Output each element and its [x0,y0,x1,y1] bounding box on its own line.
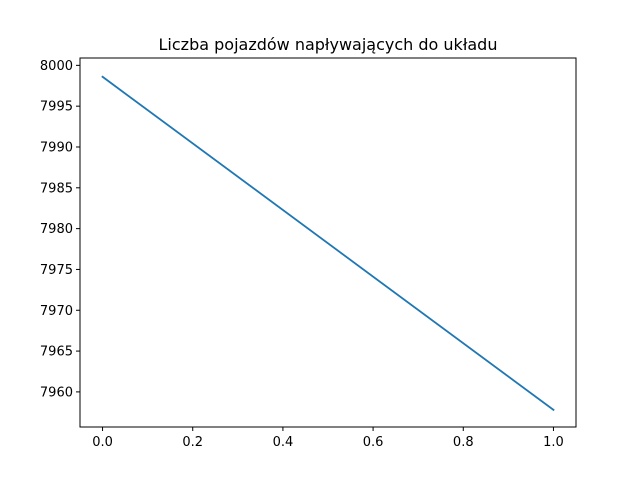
x-tick-label: 0.2 [182,435,203,450]
x-tick-label: 0.6 [363,435,384,450]
x-tick-label: 0.0 [92,435,113,450]
x-tick-label: 0.4 [273,435,294,450]
y-tick-label: 7965 [40,345,73,360]
y-tick-label: 7995 [40,100,73,115]
series-layer [101,75,555,412]
y-tick-label: 7960 [40,385,73,400]
y-tick-label: 8000 [40,59,73,74]
y-tick-label: 7975 [40,263,73,278]
chart-title: Liczba pojazdów napływających do układu [159,35,498,54]
x-axis: 0.0 0.2 0.4 0.6 0.8 1.0 [92,427,564,450]
x-tick-label: 0.8 [453,435,474,450]
y-tick-label: 7980 [40,222,73,237]
y-tick-label: 7990 [40,140,73,155]
x-tick-label: 1.0 [543,435,564,450]
y-tick-label: 7970 [40,304,73,319]
y-tick-label: 7985 [40,181,73,196]
series-line [101,75,555,412]
y-axis: 7960 7965 7970 7975 7980 7985 7990 7995 8000 [40,59,80,400]
